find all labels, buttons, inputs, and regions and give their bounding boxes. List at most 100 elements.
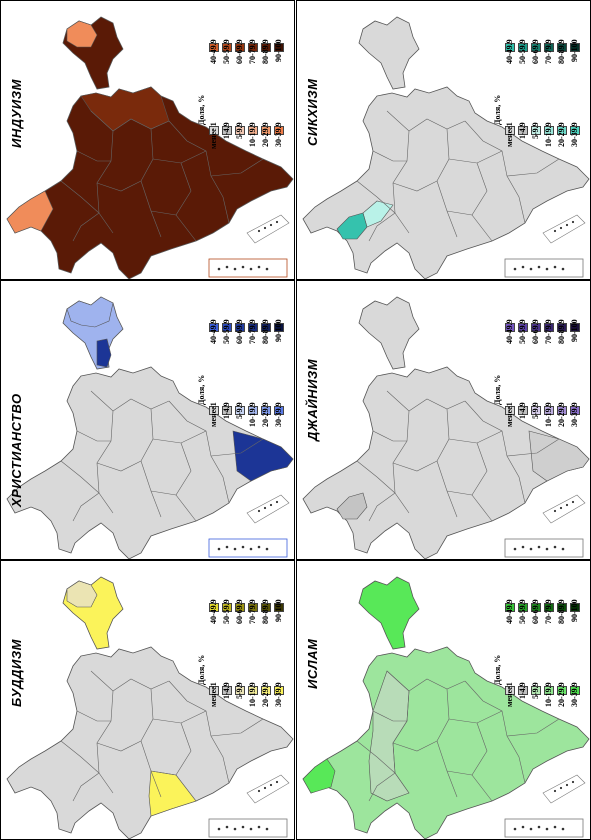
island-dot [559,226,563,230]
island-dot [249,547,253,551]
legend-swatch-low [531,406,541,415]
islands-sketch [246,214,290,244]
island-dot [571,780,575,784]
island-dot [561,547,565,551]
island-dot [225,545,229,549]
island-dot [565,503,569,507]
legend-swatch-low [235,126,245,135]
legend-title: Доля, % [493,374,502,405]
map-north-region [358,576,420,650]
legend-label-low: 30-39.9 [274,682,283,707]
map-boundary-line [446,210,473,216]
map-panel-hinduism: ИНДУИЗМ Доля, % 40-49.9 50-59.9 60-69.9 70-79… [0,0,295,280]
map-boundary-line [372,150,407,162]
map-islam [302,576,590,839]
legend-swatch-high [235,323,245,332]
island-dot [545,547,549,551]
island-dot [269,223,273,227]
map-boundary-line [506,438,560,457]
map-boundary-line [471,442,493,522]
map-sikhism [302,16,590,279]
legend-label-high: 60-69.9 [531,599,540,624]
legend-swatch-high [261,43,271,52]
islands-inset-box [208,538,288,558]
legend-label-high: 50-59.9 [518,599,527,624]
map-boundary-line [446,770,473,776]
legend-swatch-high [570,603,580,612]
map-boundary-line [60,740,100,774]
legend-label-low: 10-19.9 [248,682,257,707]
legend-swatch-low [544,406,554,415]
legend-swatch-high [261,323,271,332]
map-panel-jainism: ДЖАЙНИЗМ Доля, % 40-49.9 50-59.9 60-69.9 70-7… [296,280,591,560]
islands-sketch [542,774,586,804]
map-boundary-line [210,438,264,457]
map-panel-islam: ИСЛАМ Доля, % 40-49.9 50-59.9 60-69.9 70-79.9… [296,560,591,840]
map-boundary-line [464,680,526,784]
legend-swatch-low [505,406,515,415]
legend-swatch-high [557,43,567,52]
map-boundary-line [386,670,466,692]
legend-swatch-high [261,603,271,612]
map-north-region [358,16,420,90]
island-dot [263,226,267,230]
island-dot [263,506,267,510]
legend-swatch-high [222,43,232,52]
islands-sketch [246,774,290,804]
map-boundary-line [76,710,111,722]
legend-swatch-high [505,43,515,52]
legend-label-low: 1-4.9 [518,122,527,139]
island-dot [545,827,549,831]
map-boundary-line [72,212,100,242]
legend-swatch-low [261,686,271,695]
island-dot [233,267,237,271]
island-dot [249,827,253,831]
panel-title: ИНДУИЗМ [9,79,24,148]
legend-title: Доля, % [197,374,206,405]
legend-label-high: 40-49.9 [209,599,218,624]
legend-swatch-high [505,603,515,612]
legend-swatch-high [209,323,219,332]
legend-label-low: 5-9.9 [235,682,244,699]
legend-swatch-low [505,126,515,135]
island-dot [553,229,557,233]
legend-swatch-high [531,43,541,52]
map-light-region [6,190,54,234]
island-dot [233,547,237,551]
island-dot [537,265,541,269]
map-boundary-line [506,158,560,177]
legend-swatch-high [209,603,219,612]
legend-label-high: 90-100 [570,599,579,622]
legend-swatch-low [209,406,219,415]
legend-swatch-high [505,323,515,332]
legend-label-high: 50-59.9 [222,599,231,624]
island-dot [529,827,533,831]
island-dot [553,509,557,513]
islands-inset-box [504,818,584,838]
legend-label-low: 30-39.9 [570,402,579,427]
legend-label-low: 20-29.9 [557,682,566,707]
legend-label-low: 1-4.9 [222,682,231,699]
legend-swatch-high [531,603,541,612]
islands-sketch [542,494,586,524]
island-dot [513,267,517,271]
islands-inset-box [208,258,288,278]
island-dot [225,265,229,269]
legend-label-low: 30-39.9 [570,682,579,707]
map-boundary-line [446,490,473,496]
legend-swatch-low [518,406,528,415]
islands-inset-box [504,538,584,558]
legend-swatch-low [235,406,245,415]
map-boundary-line [356,740,396,774]
island-dot [257,545,261,549]
legend-swatch-low [235,686,245,695]
legend-label-low: 20-29.9 [261,402,270,427]
map-panel-christianity: ХРИСТИАНСТВО Доля, % 40-49.9 50-59.9 60-69.9… [0,280,295,560]
legend-label-high: 40-49.9 [209,319,218,344]
legend-swatch-low [570,686,580,695]
legend-label-high: 90-100 [274,39,283,62]
island-dot [565,783,569,787]
map-panel-sikhism: СИКХИЗМ Доля, % 40-49.9 50-59.9 60-69.9 70-79… [296,0,591,280]
legend-label-high: 70-79.9 [248,319,257,344]
legend-label-low: 20-29.9 [557,402,566,427]
